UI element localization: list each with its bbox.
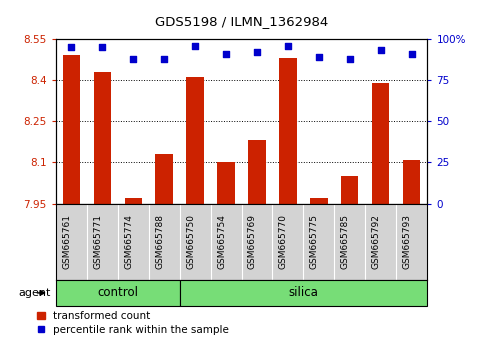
Text: GSM665793: GSM665793: [403, 214, 412, 269]
Bar: [217, 162, 235, 204]
Text: GSM665785: GSM665785: [341, 214, 350, 269]
Legend: transformed count, percentile rank within the sample: transformed count, percentile rank withi…: [37, 312, 229, 335]
Point: [346, 56, 354, 62]
Point: [284, 43, 292, 48]
Bar: [280, 58, 297, 204]
Text: silica: silica: [288, 286, 318, 299]
Text: GSM665792: GSM665792: [372, 214, 381, 269]
Bar: [341, 176, 358, 204]
Text: GSM665769: GSM665769: [248, 214, 257, 269]
Bar: [125, 198, 142, 204]
Point: [67, 44, 75, 50]
Point: [191, 43, 199, 48]
Point: [408, 51, 416, 57]
Point: [253, 49, 261, 55]
Bar: [94, 72, 111, 204]
Bar: [248, 141, 266, 204]
Text: GSM665775: GSM665775: [310, 214, 319, 269]
Text: control: control: [97, 286, 138, 299]
Bar: [156, 154, 172, 204]
Text: agent: agent: [18, 288, 51, 298]
Text: GSM665761: GSM665761: [62, 214, 71, 269]
Point: [98, 44, 106, 50]
Bar: [56, 280, 180, 306]
Text: GDS5198 / ILMN_1362984: GDS5198 / ILMN_1362984: [155, 15, 328, 28]
Point: [160, 56, 168, 62]
Text: GSM665771: GSM665771: [93, 214, 102, 269]
Point: [377, 48, 385, 53]
Text: GSM665770: GSM665770: [279, 214, 288, 269]
Text: GSM665750: GSM665750: [186, 214, 195, 269]
Bar: [180, 280, 427, 306]
Point: [129, 56, 137, 62]
Bar: [372, 83, 389, 204]
Text: GSM665788: GSM665788: [155, 214, 164, 269]
Bar: [311, 198, 327, 204]
Point: [315, 54, 323, 60]
Bar: [186, 77, 203, 204]
Point: [222, 51, 230, 57]
Text: GSM665774: GSM665774: [124, 214, 133, 269]
Bar: [403, 160, 421, 204]
Bar: [62, 55, 80, 204]
Text: GSM665754: GSM665754: [217, 214, 226, 269]
